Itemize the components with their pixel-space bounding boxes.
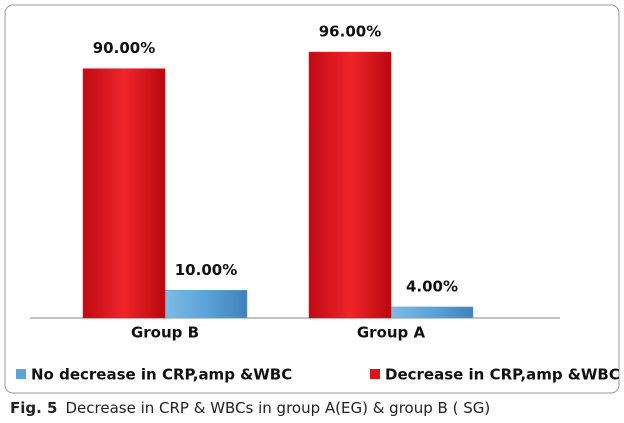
legend-swatch <box>370 369 380 379</box>
x-tick-label: Group B <box>131 324 199 342</box>
bar <box>308 51 392 319</box>
legend-swatch <box>16 369 26 379</box>
caption-text: Decrease in CRP & WBCs in group A(EG) & … <box>65 399 490 417</box>
value-label: 96.00% <box>319 23 381 41</box>
value-label: 10.00% <box>175 261 237 279</box>
legend-label: Decrease in CRP,amp &WBC <box>385 366 620 384</box>
value-label: 4.00% <box>406 277 458 295</box>
bar <box>164 290 248 319</box>
caption: Fig. 5 Decrease in CRP & WBCs in group A(… <box>10 399 490 417</box>
bar <box>82 68 166 319</box>
bar <box>390 306 474 319</box>
caption-label: Fig. 5 <box>10 399 57 417</box>
x-tick-label: Group A <box>357 324 426 342</box>
value-label: 90.00% <box>93 39 155 57</box>
chart-frame <box>4 4 620 394</box>
legend-label: No decrease in CRP,amp &WBC <box>31 366 292 384</box>
